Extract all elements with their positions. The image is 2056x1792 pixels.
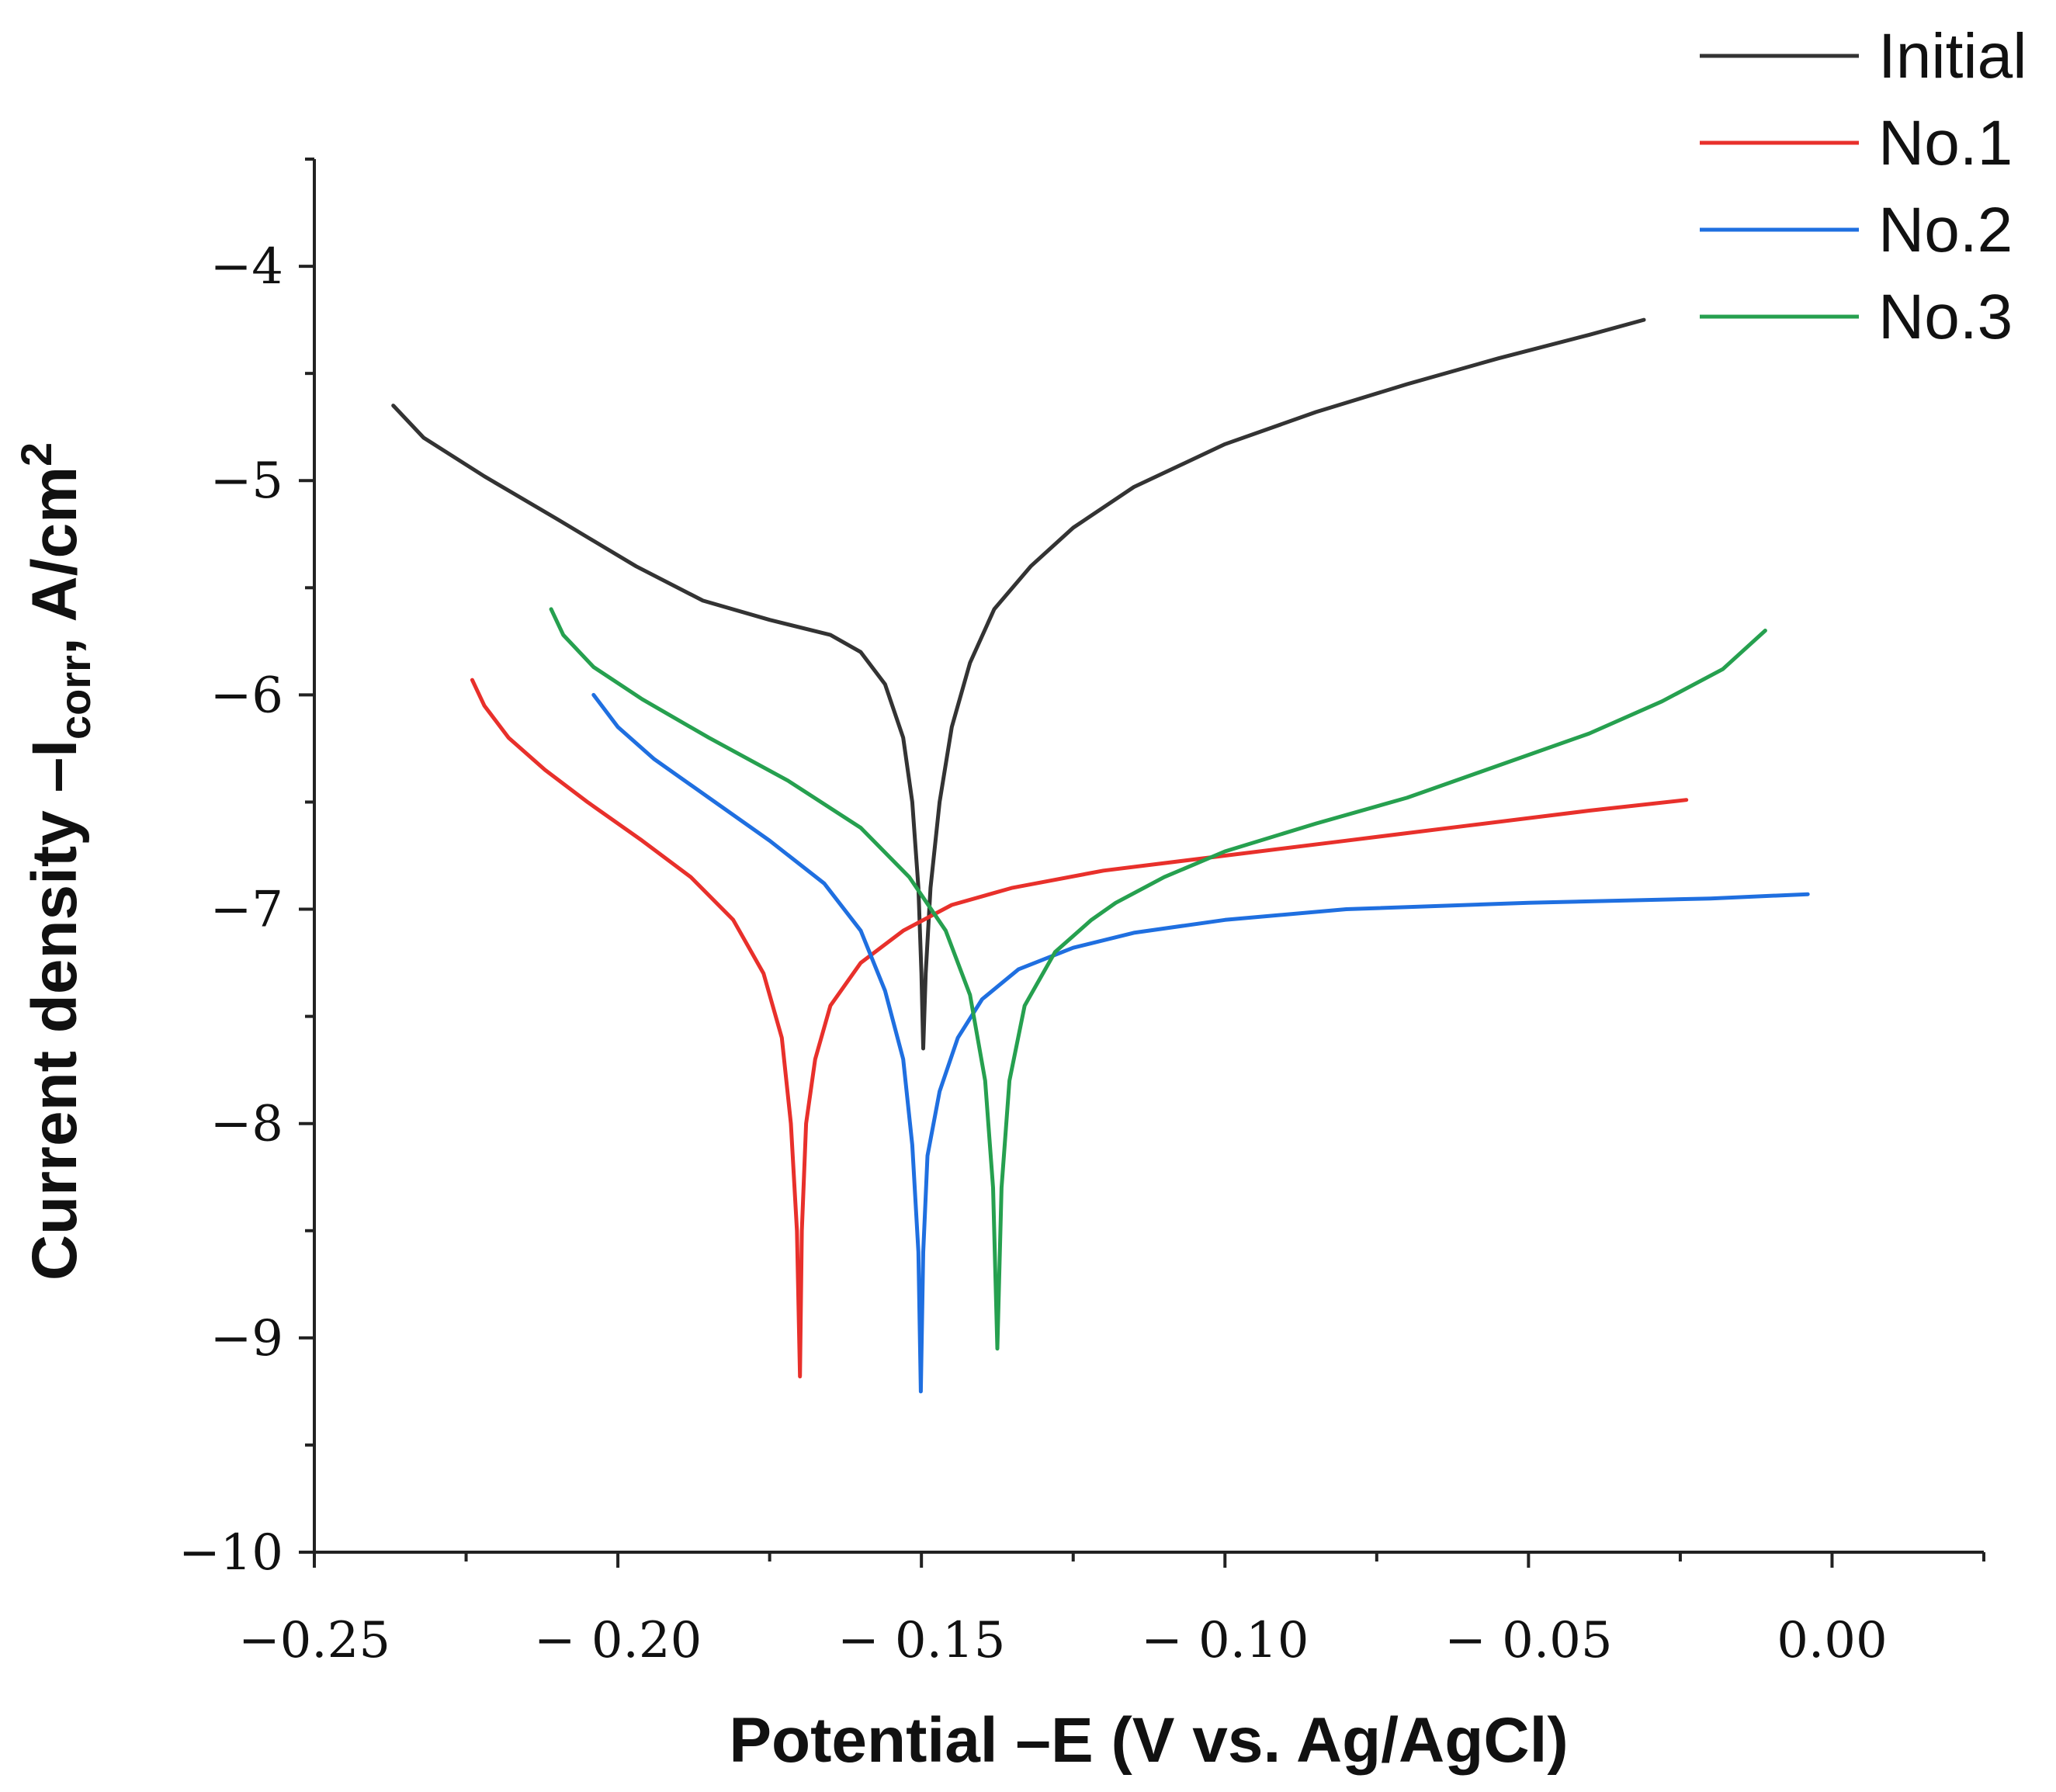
series-line-no-1 bbox=[470, 678, 1689, 1379]
series-line-no-3 bbox=[549, 607, 1767, 1351]
axes: −0.25 − 0.20 − 0.15 − 0.10 − 0.05 0.00 −10 −9 −8… bbox=[179, 158, 1985, 1669]
x-tick-label: − 0.15 bbox=[837, 1612, 1005, 1669]
y-axis-title-subscript: corr bbox=[50, 655, 99, 740]
x-tick-label: 0.00 bbox=[1777, 1612, 1888, 1669]
legend: Initial No.1 No.2 No.3 bbox=[1700, 21, 2027, 352]
y-tick-label: −4 bbox=[210, 238, 283, 296]
x-tick-label: −0.25 bbox=[238, 1612, 390, 1669]
x-tick-label: − 0.10 bbox=[1141, 1612, 1309, 1669]
y-axis-title-main: Current density –I bbox=[19, 740, 90, 1281]
y-axis-title-unit: , A/cm bbox=[19, 466, 90, 655]
y-axis-title-superscript: 2 bbox=[12, 442, 61, 466]
series-layer bbox=[391, 317, 1810, 1394]
series-line-no-2 bbox=[591, 692, 1810, 1394]
legend-label-no-3: No.3 bbox=[1878, 282, 2013, 352]
y-tick-label: −7 bbox=[210, 882, 283, 939]
y-axis-title: Current density –Icorr, A/cm2 bbox=[12, 442, 99, 1281]
x-tick-label: − 0.05 bbox=[1444, 1612, 1612, 1669]
legend-label-no-2: No.2 bbox=[1878, 195, 2013, 265]
legend-label-no-1: No.1 bbox=[1878, 108, 2013, 179]
y-tick-label: −6 bbox=[210, 667, 283, 724]
y-tick-label: −8 bbox=[210, 1096, 283, 1153]
y-tick-label: −5 bbox=[210, 452, 283, 510]
x-tick-label: − 0.20 bbox=[534, 1612, 702, 1669]
legend-label-initial: Initial bbox=[1878, 21, 2027, 92]
y-tick-label: −10 bbox=[179, 1524, 283, 1582]
y-tick-label: −9 bbox=[210, 1310, 283, 1367]
series-line-initial bbox=[391, 317, 1646, 1051]
x-axis-title: Potential –E (V vs. Ag/AgCl) bbox=[729, 1705, 1568, 1776]
